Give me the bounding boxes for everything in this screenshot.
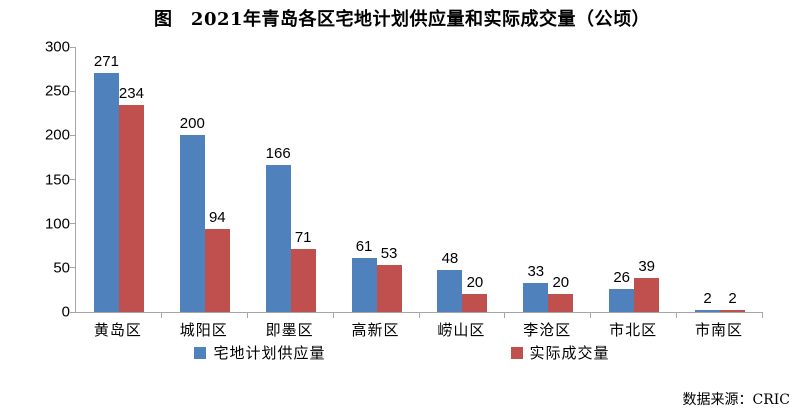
y-tick-label: 300	[44, 38, 70, 56]
legend: 宅地计划供应量 实际成交量	[0, 342, 804, 363]
x-tick-mark	[504, 313, 506, 318]
bar-series2: 2	[720, 291, 746, 312]
source-note: 数据来源：CRIC	[682, 392, 791, 408]
legend-label: 实际成交量	[529, 345, 610, 362]
bar-series2: 20	[462, 275, 488, 312]
x-category-label: 城阳区	[179, 322, 228, 339]
legend-item-series2: 实际成交量	[510, 342, 610, 363]
legend-swatch-icon	[510, 346, 523, 359]
y-tick-mark	[70, 134, 75, 136]
y-tick-mark	[70, 90, 75, 92]
bar-series2: 20	[548, 275, 574, 312]
bar-series1: 200	[180, 116, 205, 312]
x-tick-mark	[332, 313, 334, 318]
bar-data-label: 48	[441, 249, 459, 267]
x-tick-mark	[762, 313, 763, 318]
bar-series1: 61	[351, 239, 377, 312]
bar-group: 33 20	[505, 47, 591, 312]
x-category-label: 高新区	[351, 322, 400, 339]
bar-series1: 166	[266, 146, 291, 312]
bar-series2: 39	[634, 259, 660, 312]
y-tick-label: 0	[61, 303, 70, 321]
y-tick-label: 50	[53, 259, 70, 277]
bar-data-label: 166	[265, 145, 291, 163]
bar-data-label: 39	[638, 257, 656, 275]
y-tick-label: 200	[44, 126, 70, 144]
x-tick-mark	[160, 313, 162, 318]
bar-group: 166 71	[248, 47, 334, 312]
bar-data-label: 33	[527, 262, 545, 280]
bar-group: 48 20	[420, 47, 506, 312]
x-category-label: 即墨区	[265, 322, 314, 339]
bar-group: 271 234	[76, 47, 162, 312]
bar-series2: 71	[290, 230, 316, 312]
plot-area: 271 234 200 94 166 71 61 53 48 20 33 20 26 39 2 2	[70, 46, 763, 318]
x-category-label: 李沧区	[523, 322, 572, 339]
bar-data-label: 200	[179, 115, 205, 133]
bar-series2: 234	[119, 86, 144, 312]
legend-item-series1: 宅地计划供应量	[194, 342, 325, 363]
x-tick-mark	[676, 313, 678, 318]
bar-data-label: 71	[294, 229, 312, 247]
bar-series1: 33	[523, 264, 549, 312]
x-tick-mark	[418, 313, 420, 318]
bar-group: 200 94	[162, 47, 248, 312]
bar-series1: 271	[94, 54, 119, 312]
bar-data-label: 2	[728, 290, 737, 308]
legend-label: 宅地计划供应量	[213, 345, 326, 362]
bar-data-label: 20	[466, 274, 484, 292]
bar-data-label: 61	[355, 238, 373, 256]
x-category-label: 黄岛区	[93, 322, 142, 339]
y-tick-label: 250	[44, 82, 70, 100]
y-tick-label: 150	[44, 171, 70, 188]
bar-data-label: 20	[552, 274, 570, 292]
x-category-label: 市南区	[695, 322, 744, 339]
bar-group: 26 39	[591, 47, 677, 312]
bar-data-label: 26	[613, 269, 631, 287]
x-category-label: 市北区	[609, 322, 658, 339]
legend-swatch-icon	[194, 346, 207, 359]
x-axis: 黄岛区 城阳区 即墨区 高新区 崂山区 李沧区 市北区 市南区	[75, 319, 762, 340]
x-tick-mark	[246, 313, 248, 318]
bar-series1: 26	[609, 270, 635, 312]
y-tick-mark	[70, 179, 75, 180]
bar-series2: 53	[376, 246, 402, 312]
bar-series1: 48	[437, 251, 463, 312]
y-tick-label: 100	[44, 215, 70, 233]
bar-group: 61 53	[334, 47, 420, 312]
bar-series1: 2	[695, 291, 721, 312]
bar-data-label: 2	[703, 290, 712, 308]
y-tick-mark	[70, 311, 75, 313]
bar-series2: 94	[204, 210, 230, 312]
y-axis: 0 50 100 150 200 250 300	[28, 40, 70, 320]
bar-data-label: 271	[93, 52, 119, 70]
x-category-label: 崂山区	[437, 322, 486, 339]
bar-data-label: 94	[208, 208, 226, 226]
y-tick-mark	[70, 223, 75, 225]
bar-data-label: 234	[118, 85, 144, 103]
x-tick-mark	[590, 313, 592, 318]
bar-groups: 271 234 200 94 166 71 61 53 48 20 33 20 26 39 2 2	[76, 47, 763, 312]
y-tick-mark	[70, 267, 75, 269]
bar-data-label: 53	[380, 245, 398, 263]
chart-title: 图 2021年青岛各区宅地计划供应量和实际成交量（公顷）	[153, 9, 651, 30]
y-tick-mark	[70, 46, 75, 48]
